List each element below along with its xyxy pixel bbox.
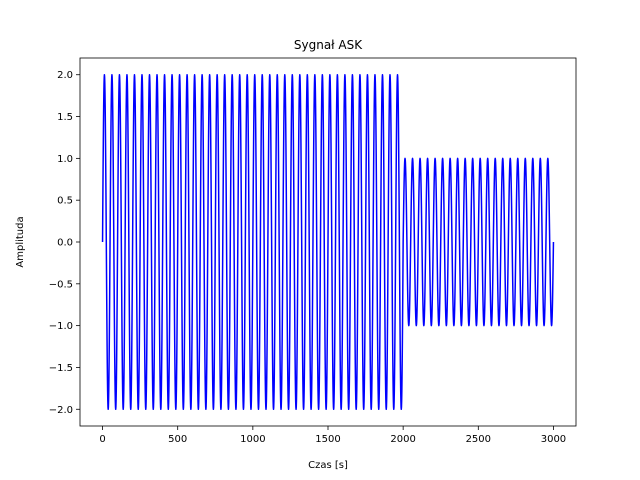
x-tick-label: 3000 xyxy=(541,434,566,445)
y-tick-label: 1.0 xyxy=(57,154,73,165)
x-axis-ticks: 0 500 1000 1500 2000 2500 3000 xyxy=(99,426,566,445)
x-tick-label: 1000 xyxy=(240,434,265,445)
y-tick-label: −2.0 xyxy=(49,405,73,416)
x-axis-label: Czas [s] xyxy=(308,460,348,471)
plot-area xyxy=(101,73,555,411)
chart-title: Sygnał ASK xyxy=(294,38,363,52)
x-tick-label: 0 xyxy=(99,434,105,445)
y-tick-label: 1.5 xyxy=(57,112,73,123)
y-tick-label: 2.0 xyxy=(57,70,73,81)
y-tick-label: −1.5 xyxy=(49,363,73,374)
ask-signal-line xyxy=(101,73,555,411)
axes-frame xyxy=(79,57,577,427)
x-tick-label: 1500 xyxy=(315,434,340,445)
y-axis-label: Amplituda xyxy=(15,216,26,267)
y-tick-label: −1.0 xyxy=(49,321,73,332)
x-tick-label: 2500 xyxy=(466,434,491,445)
x-tick-label: 2000 xyxy=(390,434,415,445)
x-tick-label: 500 xyxy=(168,434,187,445)
y-tick-label: −0.5 xyxy=(49,279,73,290)
y-axis-ticks: −2.0 −1.5 −1.0 −0.5 0.0 0.5 1.0 1.5 2.0 xyxy=(49,70,80,416)
y-tick-label: 0.5 xyxy=(57,196,73,207)
y-tick-label: 0.0 xyxy=(57,238,73,249)
